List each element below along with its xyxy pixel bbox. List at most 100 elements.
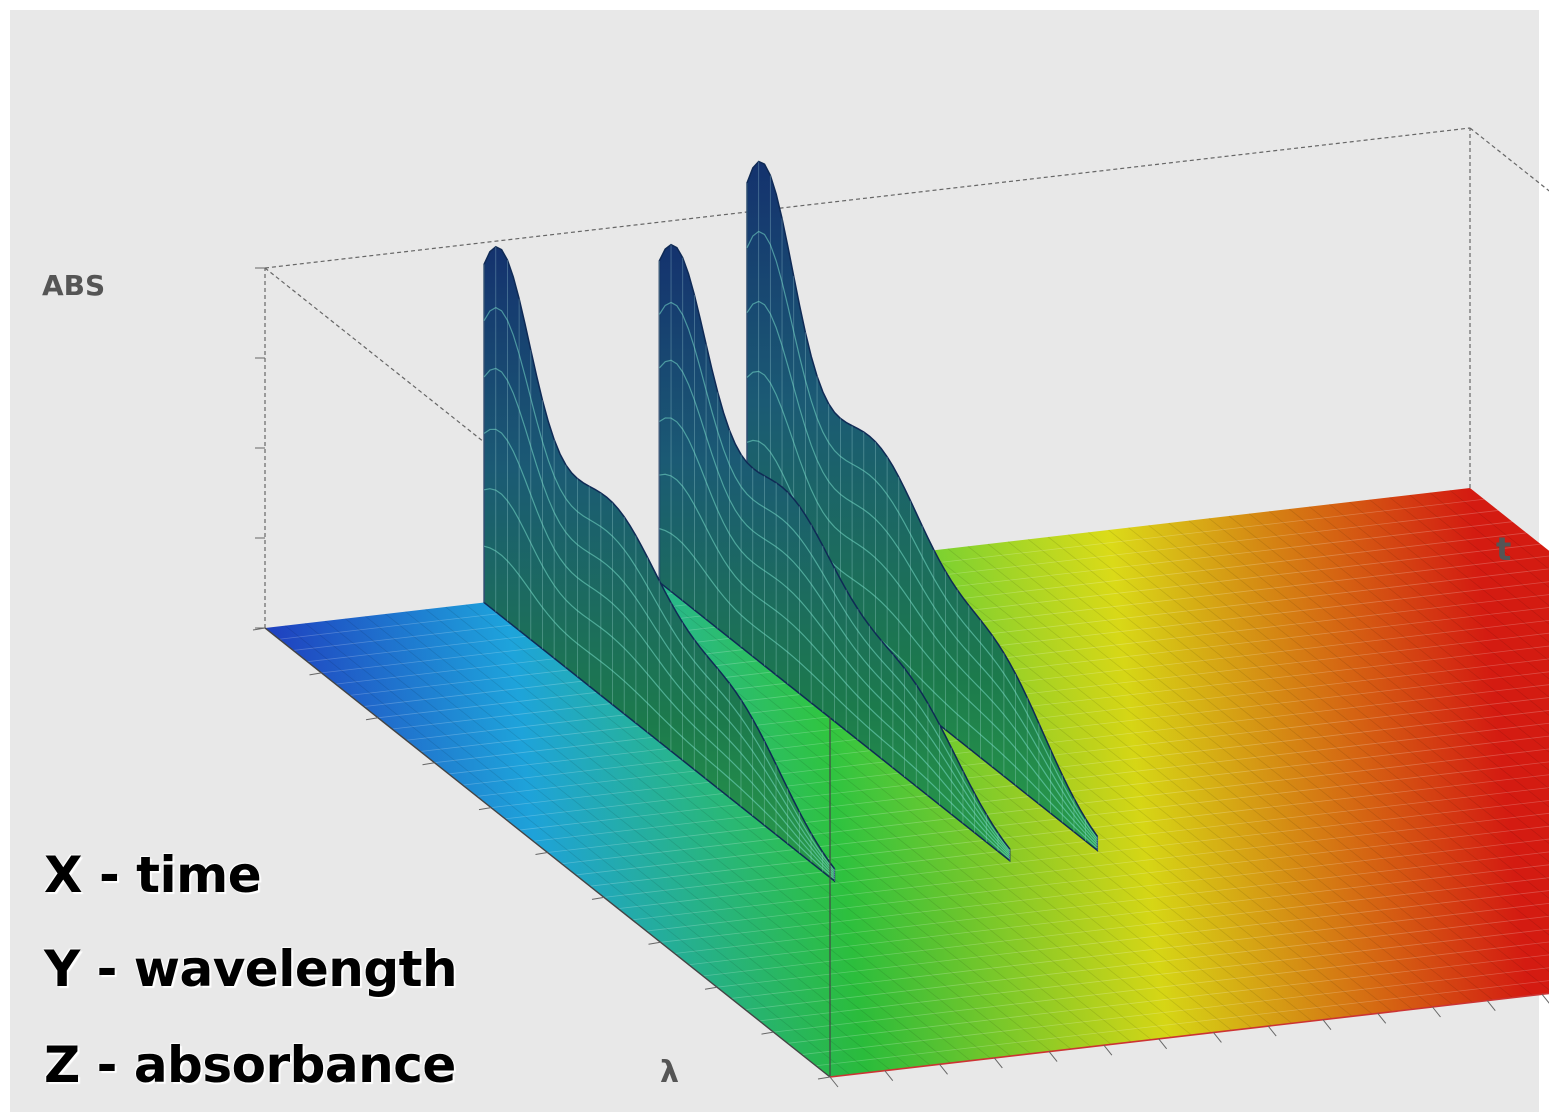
floor-mesh-time-line (561, 748, 1549, 865)
axis-name-absorbance: ABS (42, 269, 105, 302)
floor-mesh-wavelength-line (385, 613, 951, 1064)
floor-mesh-wavelength-line (1068, 534, 1549, 918)
peak-ridge (483, 245, 836, 883)
floor-mesh-wavelength-line (304, 623, 871, 1073)
tick-wavelength (591, 896, 605, 900)
floor-mesh-wavelength-line (465, 604, 1032, 1054)
tick-wavelength (704, 986, 718, 990)
peak-profile (483, 245, 836, 883)
tick-wavelength (761, 1031, 774, 1035)
floor-mesh-time-line (801, 967, 1549, 1055)
floor-mesh-wavelength-line (1007, 541, 1549, 973)
peak-ridge (658, 243, 1011, 863)
tick-time (1541, 993, 1549, 1004)
floor-mesh-time-line (434, 632, 1549, 764)
floor-mesh-time-line (589, 774, 1549, 887)
floor-mesh-wavelength-line (445, 606, 1011, 1057)
floor-mesh-time-line (674, 851, 1549, 954)
tick-wavelength (309, 672, 322, 676)
floor-mesh-wavelength-line (1309, 506, 1549, 698)
floor-mesh-time-line (575, 761, 1549, 876)
peak-contour (483, 367, 835, 874)
floor-mesh-time-line (773, 941, 1549, 1033)
floor-mesh-wavelength-line (1289, 508, 1549, 716)
floor-mesh-time-line (448, 645, 1549, 775)
floor-mesh-wavelength-line (987, 543, 1549, 991)
floor-mesh-wavelength-line (1088, 532, 1549, 899)
peak-contour (658, 359, 1011, 854)
floor-mesh-time-line (716, 890, 1549, 988)
floor-mesh-wavelength-line (1188, 520, 1549, 808)
tick-time (1213, 1032, 1222, 1043)
tick-time (1158, 1038, 1168, 1050)
tick-time (884, 1070, 894, 1081)
floor-mesh-time-line (420, 619, 1549, 752)
tick-wavelength (817, 1076, 831, 1080)
floor-mesh-time-line (476, 671, 1549, 797)
floor-mesh-wavelength-line (1148, 525, 1549, 844)
peak-contour (746, 300, 1098, 842)
floor-mesh-wavelength-line (405, 611, 971, 1061)
peak-contour (483, 488, 835, 878)
floor-mesh-time-line (759, 928, 1549, 1022)
tick-time (1048, 1051, 1058, 1062)
peak-contour (659, 417, 1011, 856)
peak-contour (658, 301, 1011, 852)
floor-mesh-wavelength-line (646, 583, 1212, 1033)
floor-mesh-wavelength-line (1409, 494, 1549, 607)
floor-mesh-wavelength-line (1048, 536, 1549, 936)
floor-mesh-wavelength-line (947, 548, 1514, 998)
floor-mesh-wavelength-line (284, 625, 851, 1075)
box-edge-top-back (264, 127, 1471, 269)
floor-mesh-time-line (547, 735, 1549, 853)
floor-mesh-wavelength-line (1027, 539, 1549, 954)
legend-line-wavelength: Y - wavelength (44, 940, 458, 998)
floor-mesh-wavelength-line (1128, 527, 1549, 863)
peak-contour (659, 473, 1011, 858)
floor-mesh-time-line (603, 787, 1549, 898)
floor-mesh-time-line (660, 838, 1549, 943)
floor-mesh-wavelength-line (1228, 515, 1549, 771)
floor-mesh-wavelength-line (626, 585, 1192, 1036)
floor-mesh-time-line (646, 825, 1549, 932)
floor-mesh-wavelength-line (1449, 490, 1549, 570)
floor-mesh-wavelength-line (1329, 504, 1549, 680)
tick-time (1377, 1013, 1387, 1024)
axis-name-time: t (1496, 530, 1511, 568)
floor-mesh-time-line (618, 800, 1549, 910)
floor-mesh-wavelength-line (1168, 522, 1549, 826)
floor-mesh-time-line (731, 902, 1549, 999)
floor-mesh-time-line (787, 954, 1549, 1044)
floor-mesh-wavelength-line (365, 616, 931, 1066)
tick-wavelength (535, 852, 548, 855)
peak-contour (659, 528, 1011, 860)
floor-mesh-wavelength-line (1108, 529, 1549, 881)
floor-mesh-time-line (632, 812, 1549, 921)
floor-mesh-wavelength-line (1389, 497, 1549, 625)
floor-mesh-time-line (533, 722, 1549, 842)
tick-time (1486, 1000, 1496, 1011)
tick-time (993, 1057, 1003, 1069)
floor-mesh-time-line (519, 710, 1549, 831)
floor-mesh-time-line (815, 980, 1549, 1067)
floor-mesh-wavelength-line (967, 546, 1534, 996)
floor-mesh-time-line (745, 915, 1549, 1011)
floor-mesh-wavelength-line (345, 618, 911, 1068)
peak-contour (746, 370, 1098, 844)
tick-time (1322, 1019, 1332, 1031)
floor-mesh-wavelength-line (927, 550, 1493, 1001)
floor-mesh-wavelength-line (1268, 511, 1549, 735)
floor-mesh-time-line (505, 697, 1549, 820)
floor-mesh-wavelength-line (425, 609, 991, 1059)
tick-time (939, 1063, 948, 1075)
peak-contour (483, 306, 835, 872)
peak-contour (483, 428, 835, 876)
peak-contour (483, 545, 835, 880)
tick-time (1432, 1006, 1441, 1018)
floor-mesh-wavelength-line (907, 553, 1473, 1003)
tick-time (1103, 1044, 1113, 1056)
floor-mesh-wavelength-line (1208, 518, 1549, 790)
peak-profile (658, 243, 1011, 863)
peak-contour (746, 230, 1098, 839)
